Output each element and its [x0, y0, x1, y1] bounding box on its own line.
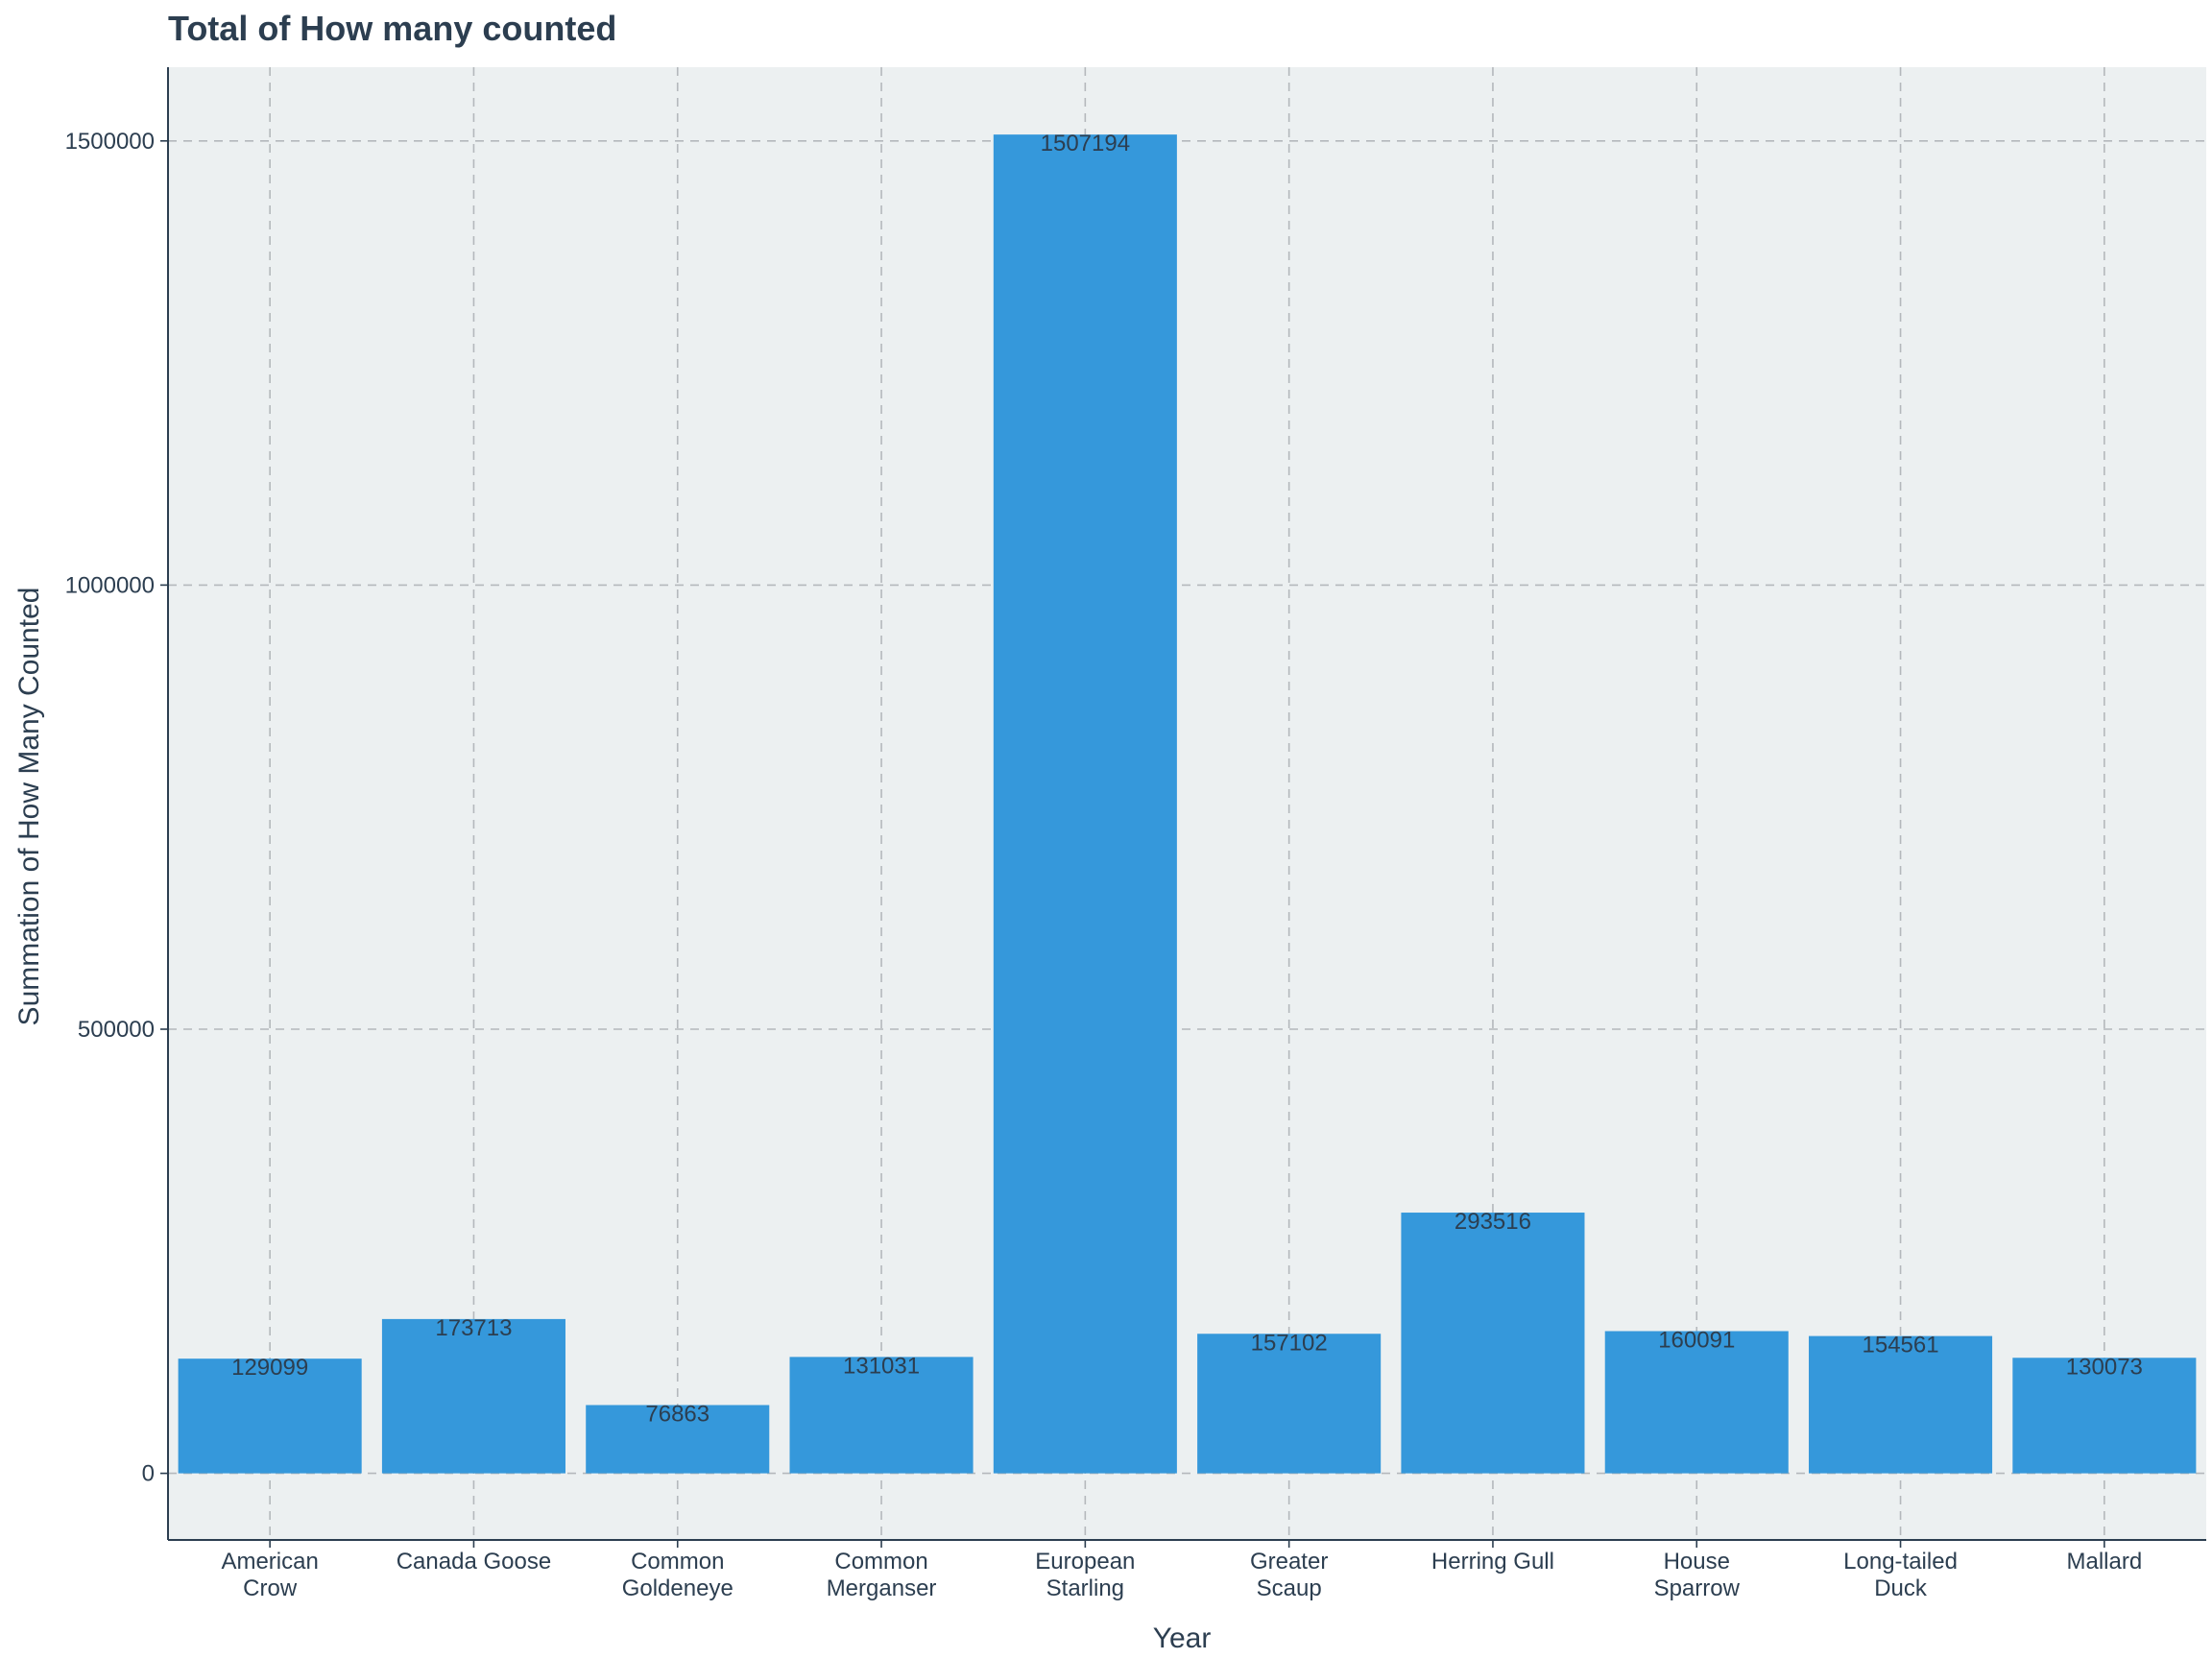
data-label: 293516 [1455, 1209, 1531, 1235]
x-tick-label: Long-tailed Duck [1843, 1549, 1958, 1601]
data-labels: 129099 173713 76863 131031 1507194 157102 2935… [231, 131, 2143, 1427]
x-tick-label: Greater Scaup [1250, 1549, 1328, 1601]
y-axis-title: Summation of How Many Counted [13, 588, 45, 1026]
bar [1809, 1335, 1993, 1474]
y-tick-label: 1000000 [65, 572, 155, 598]
x-tick-label: House Sparrow [1654, 1549, 1741, 1601]
x-tick-label: Mallard [2066, 1549, 2142, 1575]
bar [1401, 1213, 1585, 1474]
data-label: 157102 [1251, 1330, 1328, 1356]
bar [381, 1318, 565, 1474]
axes [160, 67, 2206, 1548]
bar [789, 1357, 974, 1474]
x-tick-label: Herring Gull [1431, 1549, 1554, 1575]
bar [993, 134, 1177, 1474]
y-tick-label: 0 [142, 1461, 155, 1487]
data-label: 131031 [843, 1353, 920, 1379]
data-label: 1507194 [1041, 131, 1130, 156]
bars [178, 134, 2197, 1474]
data-label: 173713 [435, 1315, 512, 1341]
x-tick-label: American Crow [221, 1549, 318, 1601]
bar [586, 1405, 770, 1474]
bar [1604, 1331, 1789, 1474]
x-axis-title: Year [1153, 1623, 1212, 1654]
bar [2012, 1358, 2197, 1474]
x-tick-label: Common Goldeneye [622, 1549, 733, 1601]
y-tick-label: 500000 [78, 1017, 155, 1043]
data-label: 154561 [1863, 1333, 1939, 1358]
chart-title: Total of How many counted [168, 9, 616, 48]
x-tick-label: Common Merganser [827, 1549, 937, 1601]
bar [1197, 1334, 1382, 1474]
tick-labels: American Crow Canada Goose Common Goldeneye C… [65, 129, 2143, 1601]
data-label: 76863 [645, 1401, 709, 1427]
y-tick-label: 1500000 [65, 129, 155, 155]
data-label: 160091 [1658, 1327, 1735, 1353]
plot-panel [168, 67, 2206, 1540]
x-tick-label: European Starling [1035, 1549, 1135, 1601]
data-label: 130073 [2066, 1354, 2143, 1380]
bar [178, 1358, 362, 1474]
x-tick-label: Canada Goose [397, 1549, 551, 1575]
data-label: 129099 [231, 1355, 308, 1381]
